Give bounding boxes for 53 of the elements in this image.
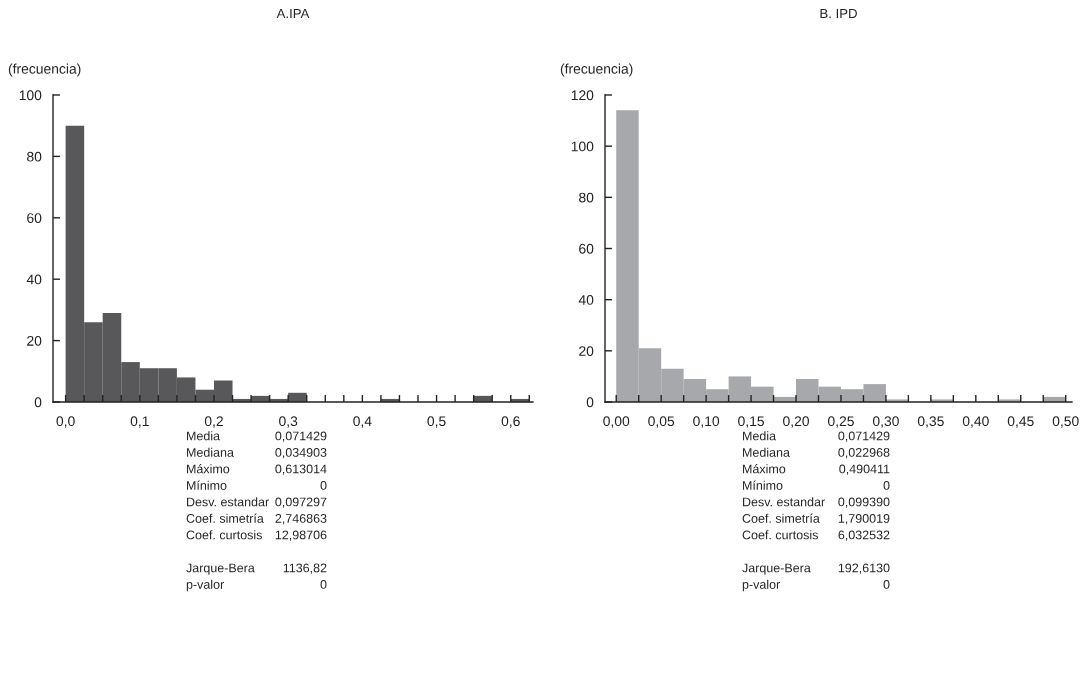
x-tick-label: 0,35 — [917, 416, 944, 428]
chart-title: B. IPD — [820, 8, 857, 18]
text: Coef. simetría 2,746863 — [186, 513, 327, 525]
x-tick-label: 0,20 — [783, 416, 809, 428]
x-tick-label: 0,30 — [872, 416, 899, 428]
x-tick-label: 0,15 — [738, 416, 765, 428]
text: Desv. estandar 0,097297 — [187, 497, 327, 508]
y-tick-label: 0 — [586, 397, 594, 408]
y-tick-label: 100 — [571, 141, 594, 152]
text: Jarque-Bera 1136,82 — [186, 563, 327, 575]
y-tick-label: 80 — [27, 151, 42, 162]
text: Mediana 0,022968 — [743, 447, 890, 459]
y-axis-title: (frecuencia) — [560, 63, 633, 77]
x-tick-label: 0,5 — [427, 416, 446, 428]
x-tick-label: 0,0 — [56, 416, 75, 428]
y-tick-label: 60 — [27, 213, 42, 223]
y-tick-label: 20 — [579, 346, 594, 356]
text: Media 0,071429 — [187, 431, 327, 442]
text: Máximo 0,613014 — [187, 464, 327, 475]
y-tick-label: 40 — [26, 274, 42, 285]
x-tick-label: 0,40 — [962, 416, 989, 428]
x-tick-label: 0,6 — [501, 416, 520, 428]
x-tick-label: 0,05 — [648, 416, 675, 428]
y-tick-label: 20 — [27, 335, 42, 346]
text: p-valor 0 — [186, 579, 327, 592]
x-tick-label: 0,3 — [279, 416, 298, 428]
text: Coef. curtosis 12,98706 — [186, 530, 327, 541]
y-tick-label: 100 — [19, 90, 42, 101]
x-tick-label: 0,45 — [1007, 416, 1034, 428]
text: Coef. simetría 1,790019 — [742, 513, 890, 525]
text: Mediana 0,034903 — [187, 447, 327, 459]
chart-title: A.IPA — [276, 8, 310, 18]
text: p-valor 0 — [742, 579, 890, 592]
y-tick-label: 80 — [579, 192, 594, 203]
y-tick-label: 120 — [571, 90, 594, 101]
y-axis-title: (frecuencia) — [8, 63, 81, 77]
text: Mínimo 0 — [187, 480, 327, 490]
x-tick-label: 0,10 — [693, 416, 720, 428]
x-tick-label: 0,1 — [130, 416, 149, 428]
y-tick-label: 60 — [579, 243, 594, 254]
x-tick-label: 0,2 — [204, 416, 223, 428]
text: Mínimo 0 — [743, 480, 890, 490]
text: Máximo 0,490411 — [743, 464, 890, 475]
y-tick-label: 0 — [34, 397, 42, 408]
x-tick-label: 0,4 — [353, 416, 372, 428]
text: Media 0,071429 — [743, 431, 890, 442]
text: Desv. estandar 0,099390 — [743, 497, 890, 508]
x-tick-label: 0,50 — [1052, 416, 1079, 428]
x-tick-label: 0,00 — [603, 416, 630, 428]
y-tick-label: 40 — [578, 295, 594, 305]
text: Jarque-Bera 192,6130 — [742, 563, 890, 575]
x-tick-label: 0,25 — [828, 416, 854, 428]
text: Coef. curtosis 6,032532 — [742, 530, 890, 541]
